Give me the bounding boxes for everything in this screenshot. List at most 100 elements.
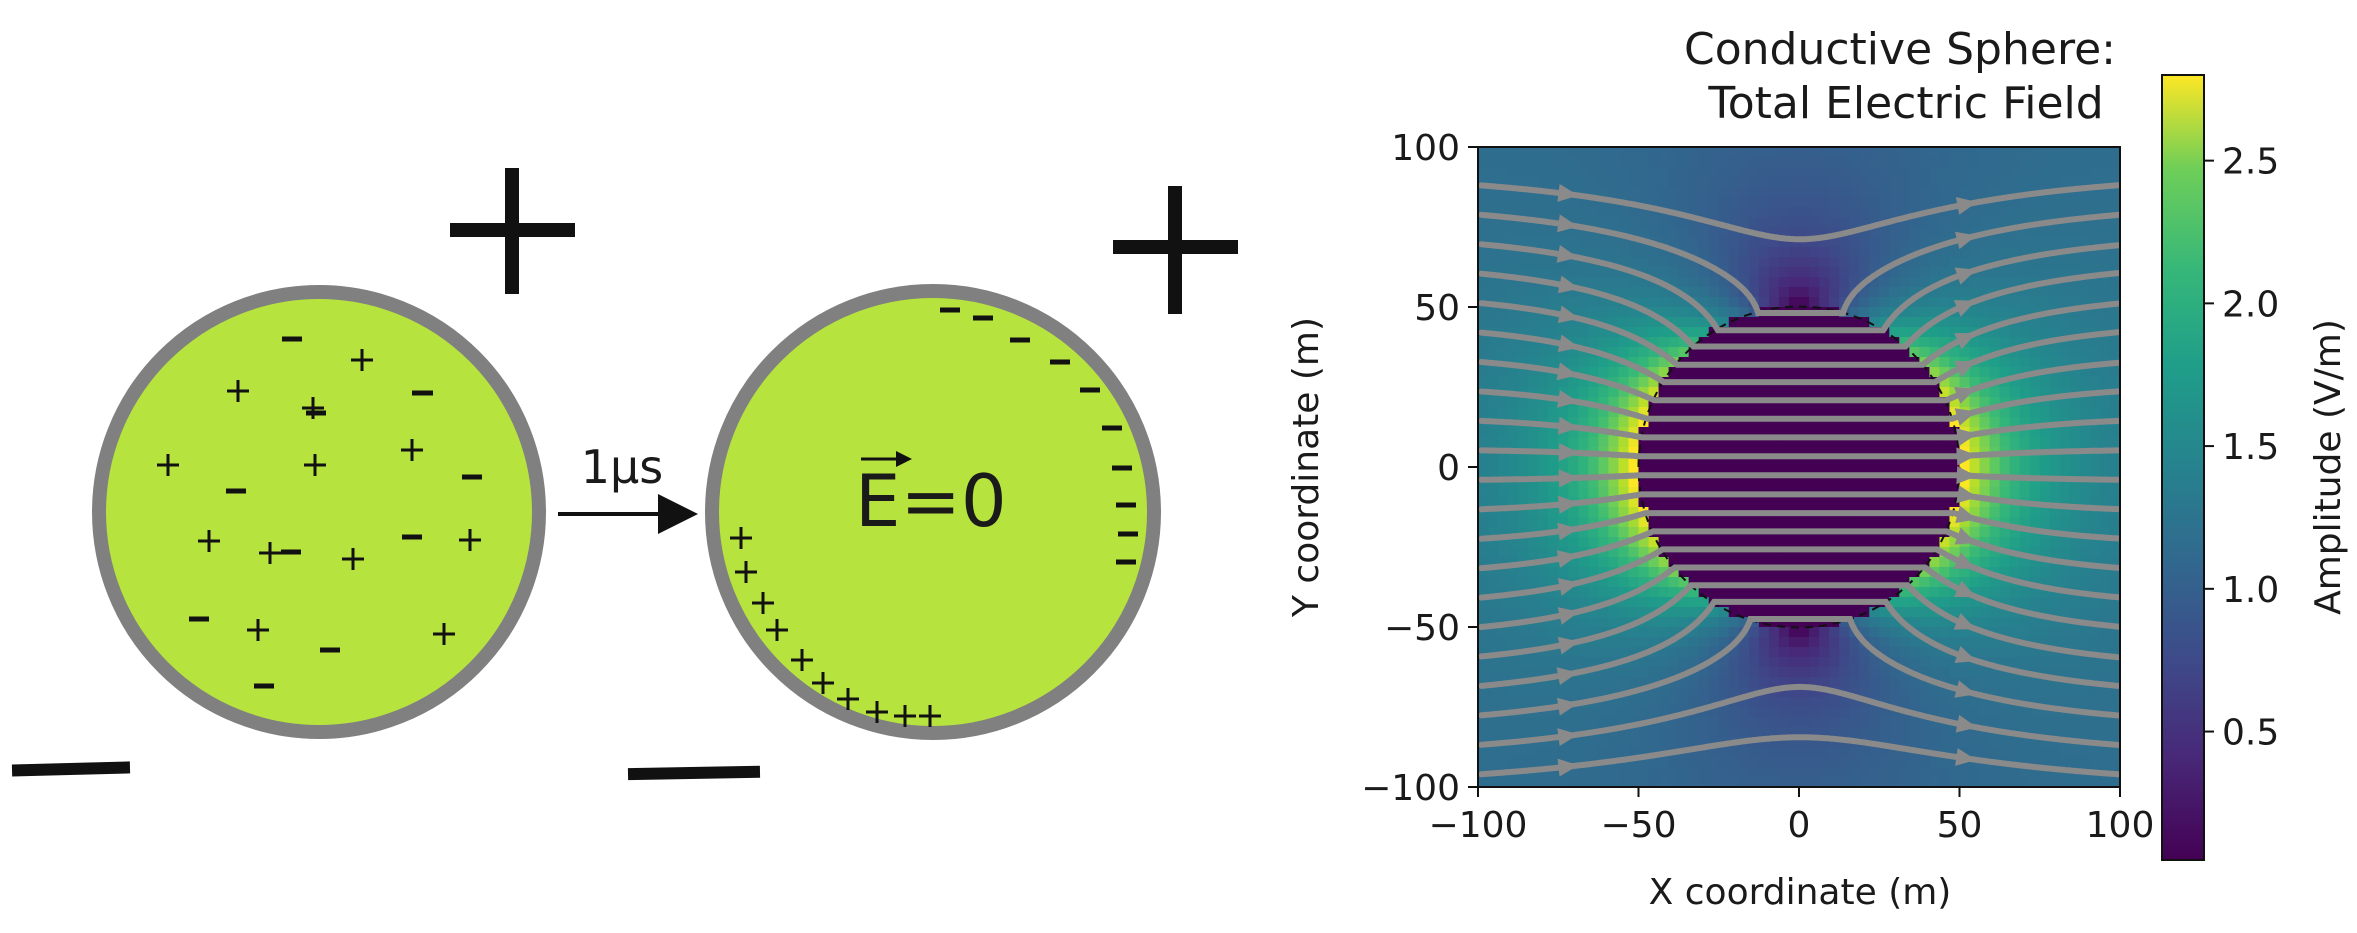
heatmap-cell bbox=[2099, 147, 2111, 158]
heatmap-cell bbox=[2069, 437, 2081, 448]
heatmap-cell bbox=[1718, 237, 1730, 248]
heatmap-cell bbox=[1728, 747, 1740, 758]
heatmap-cell bbox=[1488, 487, 1499, 498]
heatmap-cell bbox=[1748, 337, 1760, 348]
heatmap-cell bbox=[1608, 297, 1620, 308]
heatmap-cell bbox=[1508, 247, 1519, 258]
heatmap-cell bbox=[1939, 247, 1951, 258]
heatmap-cell bbox=[2059, 397, 2071, 408]
heatmap-cell bbox=[1919, 327, 1931, 338]
heatmap-cell bbox=[2079, 207, 2091, 218]
heatmap-cell bbox=[1678, 317, 1690, 328]
heatmap-cell bbox=[1478, 757, 1489, 768]
heatmap-cell bbox=[1839, 637, 1850, 648]
heatmap-cell bbox=[1819, 157, 1830, 168]
heatmap-cell bbox=[2079, 457, 2091, 468]
heatmap-cell bbox=[1979, 387, 1991, 398]
heatmap-cell bbox=[1969, 567, 1981, 578]
heatmap-cell bbox=[1839, 767, 1850, 778]
heatmap-cell bbox=[1748, 767, 1760, 778]
heatmap-cell bbox=[1688, 767, 1700, 778]
heatmap-cell bbox=[1498, 507, 1509, 518]
heatmap-cell bbox=[1778, 387, 1790, 398]
heatmap-cell bbox=[1608, 437, 1620, 448]
heatmap-cell bbox=[1618, 267, 1630, 278]
heatmap-cell bbox=[1498, 367, 1509, 378]
heatmap-cell bbox=[1869, 757, 1880, 768]
heatmap-cell bbox=[1909, 297, 1920, 308]
heatmap-cell bbox=[1969, 777, 1981, 787]
heatmap-cell bbox=[1919, 387, 1931, 398]
heatmap-cell bbox=[1528, 627, 1539, 638]
heatmap-cell bbox=[1588, 687, 1599, 698]
heatmap-cell bbox=[1869, 247, 1880, 258]
heatmap-cell bbox=[1959, 567, 1971, 578]
heatmap-cell bbox=[2049, 427, 2061, 438]
heatmap-cell bbox=[1498, 627, 1509, 638]
streamline-arrow-icon bbox=[1954, 680, 1977, 698]
heatmap-cell bbox=[1558, 297, 1569, 308]
heatmap-cell bbox=[1688, 557, 1700, 568]
heatmap-cell bbox=[1799, 277, 1810, 288]
heatmap-cell bbox=[1839, 337, 1850, 348]
heatmap-cell bbox=[1748, 167, 1760, 178]
heatmap-cell bbox=[1568, 217, 1579, 228]
heatmap-cell bbox=[1548, 567, 1559, 578]
heatmap-cell bbox=[1949, 197, 1961, 208]
heatmap-cell bbox=[1989, 167, 2001, 178]
heatmap-cell bbox=[1728, 237, 1740, 248]
heatmap-cell bbox=[1668, 587, 1680, 598]
heatmap-cell bbox=[1578, 337, 1589, 348]
heatmap-cell bbox=[1698, 327, 1710, 338]
heatmap-cell bbox=[1478, 577, 1489, 588]
heatmap-cell bbox=[1658, 217, 1670, 228]
heatmap-cell bbox=[1488, 147, 1499, 158]
heatmap-cell bbox=[1718, 667, 1730, 678]
heatmap-cell bbox=[1718, 567, 1730, 578]
heatmap-cell bbox=[2039, 647, 2051, 658]
heatmap-cell bbox=[1829, 587, 1840, 598]
heatmap-cell bbox=[1909, 757, 1920, 768]
heatmap-cell bbox=[1879, 367, 1890, 378]
heatmap-cell bbox=[1658, 587, 1670, 598]
heatmap-cell bbox=[1508, 437, 1519, 448]
heatmap-cell bbox=[1889, 557, 1900, 568]
heatmap-cell bbox=[1809, 777, 1820, 787]
heatmap-cell bbox=[2079, 267, 2091, 278]
heatmap-cell bbox=[1788, 317, 1800, 328]
heatmap-cell bbox=[1578, 217, 1589, 228]
heatmap-cell bbox=[1819, 407, 1830, 418]
heatmap-cell bbox=[1518, 307, 1529, 318]
heatmap-cell bbox=[1839, 197, 1850, 208]
heatmap-cell bbox=[1728, 687, 1740, 698]
heatmap-cell bbox=[1698, 567, 1710, 578]
heatmap-cell bbox=[1568, 317, 1579, 328]
heatmap-cell bbox=[2079, 167, 2091, 178]
heatmap-cell bbox=[1708, 437, 1720, 448]
streamline-arrow-icon bbox=[1557, 334, 1580, 353]
heatmap-cell bbox=[1728, 297, 1740, 308]
heatmap-cell bbox=[1488, 337, 1499, 348]
heatmap-cell bbox=[1528, 577, 1539, 588]
heatmap-cell bbox=[1969, 227, 1981, 238]
heatmap-cell bbox=[1799, 437, 1810, 448]
heatmap-cell bbox=[1979, 667, 1991, 678]
heatmap-cell bbox=[1899, 767, 1910, 778]
heatmap-cell bbox=[1909, 337, 1920, 348]
heatmap-cell bbox=[1628, 447, 1640, 458]
plus-charge bbox=[302, 397, 324, 419]
heatmap-cell bbox=[1949, 697, 1961, 708]
heatmap-cell bbox=[1658, 597, 1670, 608]
heatmap-cell bbox=[1528, 407, 1539, 418]
heatmap-cell bbox=[1588, 177, 1599, 188]
heatmap-cell bbox=[1578, 277, 1589, 288]
heatmap-cell bbox=[1919, 267, 1931, 278]
heatmap-cell bbox=[1538, 747, 1549, 758]
heatmap-cell bbox=[2029, 737, 2041, 748]
heatmap-cell bbox=[1698, 597, 1710, 608]
heatmap-cell bbox=[1869, 627, 1880, 638]
heatmap-cell bbox=[1788, 517, 1800, 528]
heatmap-cell bbox=[1758, 477, 1770, 488]
heatmap-cell bbox=[1688, 317, 1700, 328]
heatmap-cell bbox=[1728, 167, 1740, 178]
